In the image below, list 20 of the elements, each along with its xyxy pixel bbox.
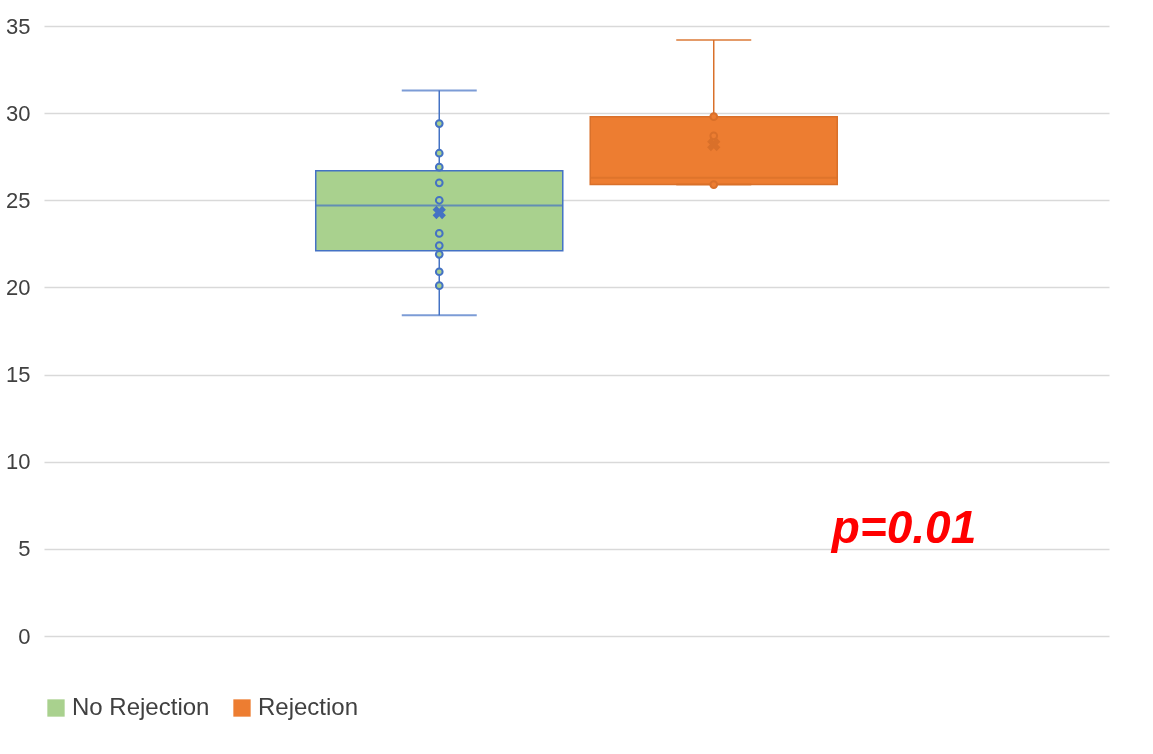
point	[434, 162, 444, 172]
point	[434, 178, 444, 188]
y-tick-label: 5	[18, 536, 31, 562]
y-tick-label: 35	[6, 13, 31, 39]
annotation: p=0.01	[829, 501, 977, 553]
point	[434, 267, 444, 277]
point	[434, 148, 444, 158]
point	[434, 241, 444, 250]
y-tick-label: 15	[6, 362, 31, 388]
y-tick-label: 0	[18, 623, 31, 649]
legend-label: Rejection	[258, 693, 359, 720]
y-tick-label: 20	[6, 274, 31, 300]
point	[434, 195, 444, 205]
point	[434, 281, 444, 291]
point	[434, 119, 444, 128]
y-tick-label: 25	[6, 187, 31, 213]
point	[434, 229, 444, 238]
y-tick-label: 30	[6, 100, 31, 126]
y-tick-label: 10	[6, 449, 31, 475]
legend-label: No Rejection	[72, 693, 210, 720]
